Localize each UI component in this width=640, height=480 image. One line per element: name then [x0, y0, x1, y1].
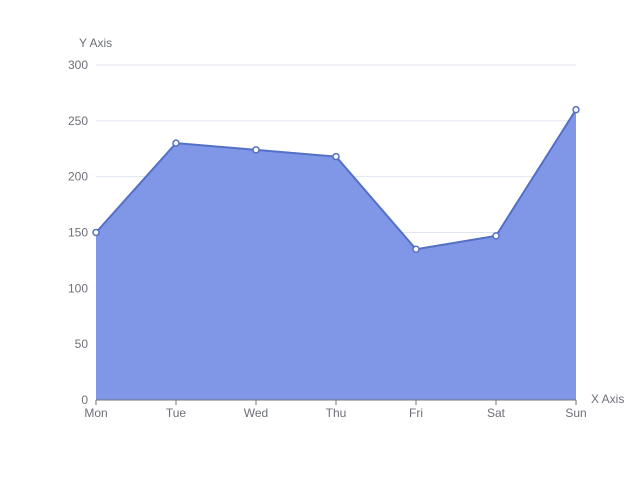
- x-tick-label: Sun: [565, 406, 586, 420]
- x-tick-label: Mon: [84, 406, 107, 420]
- x-tick-label: Wed: [244, 406, 268, 420]
- x-tick-label: Fri: [409, 406, 423, 420]
- y-tick-label: 150: [68, 226, 88, 240]
- x-tick-label: Sat: [487, 406, 506, 420]
- x-tick-labels: Mon Tue Wed Thu Fri Sat Sun: [84, 406, 586, 420]
- y-tick-label: 100: [68, 281, 88, 295]
- data-point: [492, 232, 500, 240]
- data-point: [412, 245, 420, 253]
- data-point: [252, 146, 260, 154]
- y-tick-label: 300: [68, 58, 88, 72]
- series-area: [96, 109, 576, 401]
- axes: [95, 399, 577, 405]
- y-axis-label: Y Axis: [79, 36, 112, 50]
- data-point: [92, 228, 100, 237]
- y-tick-label: 250: [68, 114, 88, 128]
- data-point: [172, 139, 180, 147]
- y-tick-labels: 0 50 100 150 200 250 300: [68, 58, 88, 407]
- data-points: [92, 105, 580, 253]
- x-tick-label: Tue: [166, 406, 187, 420]
- x-axis-label: X Axis: [591, 392, 624, 406]
- data-point: [332, 152, 340, 161]
- x-tick-label: Thu: [326, 406, 347, 420]
- data-point: [572, 105, 580, 114]
- y-tick-label: 50: [75, 337, 89, 351]
- y-tick-label: 0: [81, 393, 88, 407]
- y-tick-label: 200: [68, 170, 88, 184]
